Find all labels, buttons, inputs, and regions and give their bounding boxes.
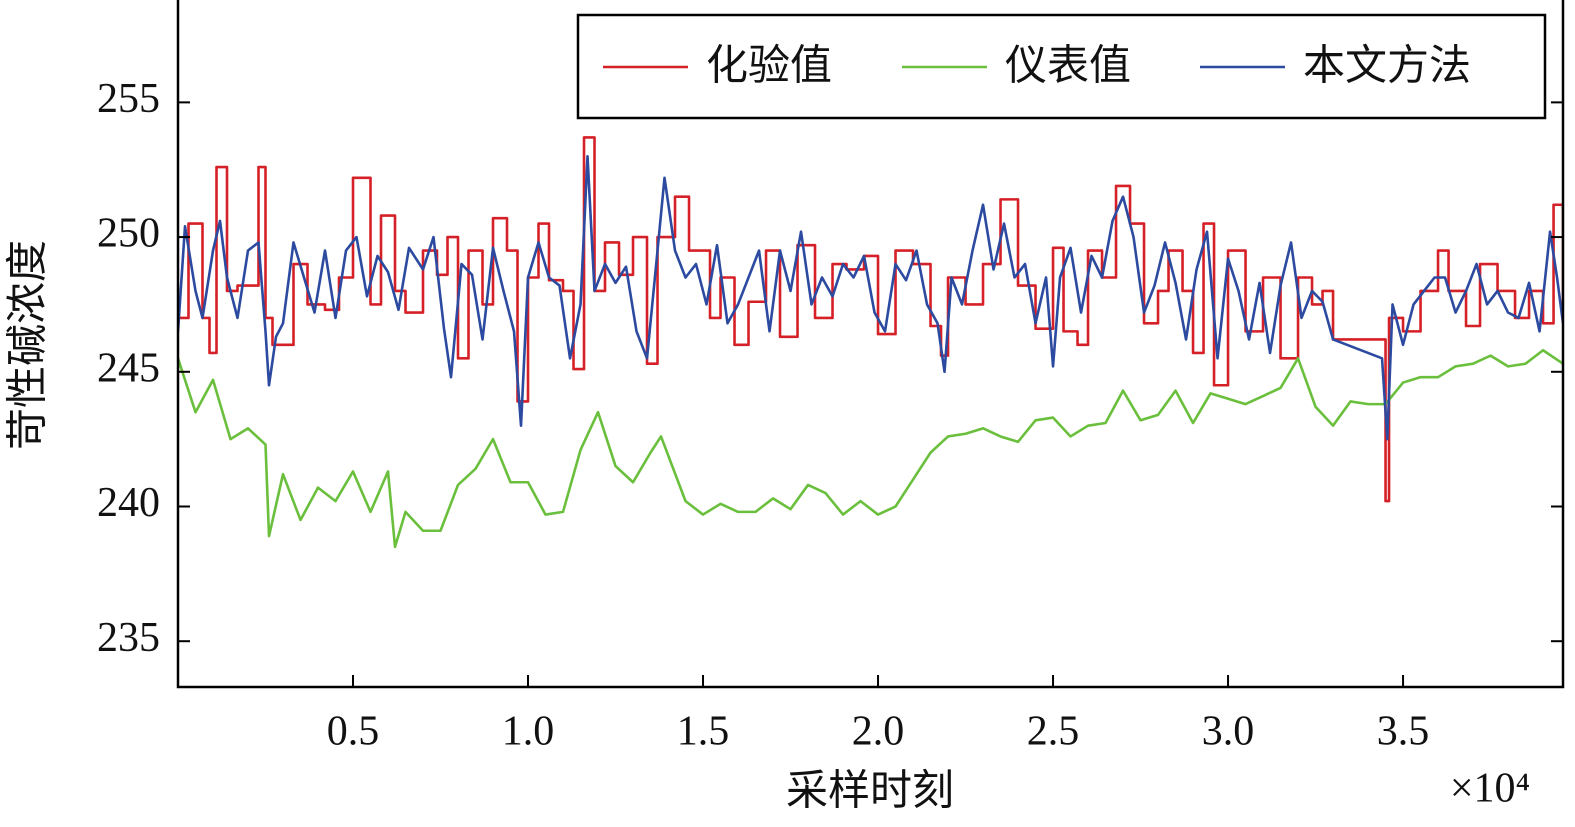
x-tick-label: 1.5 <box>677 709 730 755</box>
legend-label: 化验值 <box>706 43 832 90</box>
x-tick-label: 2.0 <box>852 709 905 755</box>
legend: 化验值 仪表值 本文方法 <box>576 13 1547 120</box>
x-tick-label: 1.0 <box>502 709 555 755</box>
x-tick-label: 3.5 <box>1377 709 1430 755</box>
x-axis-label: 采样时刻 <box>786 769 954 815</box>
y-tick-label: 235 <box>97 615 160 661</box>
y-tick-label: 250 <box>97 211 160 257</box>
y-tick-label: 245 <box>97 345 160 391</box>
x-tick-label: 2.5 <box>1027 709 1080 755</box>
x-tick-label: 3.0 <box>1202 709 1255 755</box>
y-tick-label: 240 <box>97 480 160 526</box>
x-multiplier: ×10⁴ <box>1450 766 1530 812</box>
y-tick-label: 255 <box>97 76 160 122</box>
data-line <box>178 348 1563 549</box>
y-axis-label: 苛性碱浓度 <box>6 240 52 450</box>
legend-box <box>576 13 1547 120</box>
legend-label: 本文方法 <box>1303 43 1471 90</box>
legend-label: 仪表值 <box>1005 44 1131 90</box>
axes-frame <box>176 0 1565 689</box>
plot-area <box>178 136 1563 549</box>
x-tick-label: 0.5 <box>327 709 380 755</box>
data-line <box>178 154 1563 441</box>
data-line <box>178 136 1563 503</box>
